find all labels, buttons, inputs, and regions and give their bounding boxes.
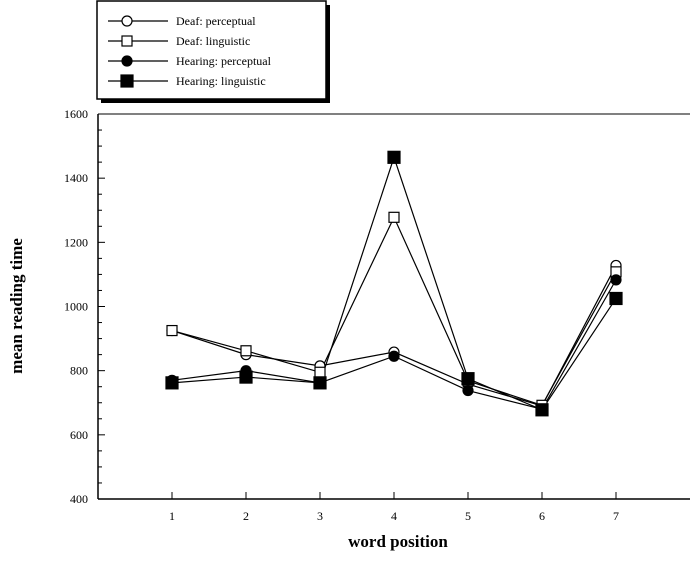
- data-point: [610, 274, 622, 286]
- x-tick-label: 7: [613, 509, 619, 523]
- data-point: [535, 403, 549, 417]
- y-tick-label: 1200: [64, 235, 88, 249]
- x-tick-label: 2: [243, 509, 249, 523]
- data-point: [314, 366, 326, 378]
- legend-label: Hearing: linguistic: [176, 74, 266, 88]
- y-axis-title: mean reading time: [7, 238, 26, 374]
- series-line: [171, 265, 617, 407]
- y-tick-label: 800: [70, 364, 88, 378]
- x-tick-label: 4: [391, 509, 397, 523]
- y-tick-label: 1400: [64, 171, 88, 185]
- axes: 400 600 800 1000 1200 1400 1600 1 2 3 4 5 6 7: [64, 107, 690, 523]
- data-point: [313, 376, 327, 390]
- data-point: [239, 370, 253, 384]
- legend: Deaf: perceptual Deaf: linguistic Hearing:…: [96, 0, 330, 103]
- data-point: [387, 150, 401, 164]
- y-tick-label: 1600: [64, 107, 88, 121]
- x-tick-label: 6: [539, 509, 545, 523]
- x-tick-label: 3: [317, 509, 323, 523]
- series-line: [171, 279, 617, 410]
- x-axis-title: word position: [348, 532, 448, 551]
- y-tick-label: 600: [70, 428, 88, 442]
- legend-marker: [121, 35, 133, 47]
- y-tick-label: 1000: [64, 300, 88, 314]
- data-point: [462, 384, 474, 397]
- data-point: [165, 376, 179, 390]
- legend-label: Deaf: linguistic: [176, 34, 250, 48]
- data-point: [609, 291, 623, 306]
- legend-marker: [120, 74, 134, 88]
- legend-label: Hearing: perceptual: [176, 54, 272, 68]
- data-point: [240, 345, 252, 357]
- legend-marker: [121, 15, 133, 27]
- y-tick-label: 400: [70, 492, 88, 506]
- legend-label: Deaf: perceptual: [176, 14, 256, 28]
- legend-box: [96, 0, 327, 100]
- data-point: [461, 372, 475, 386]
- series-layer: [165, 150, 623, 417]
- x-tick-label: 5: [465, 509, 471, 523]
- data-point: [388, 211, 400, 223]
- data-point: [388, 350, 400, 362]
- x-tick-label: 1: [169, 509, 175, 523]
- data-point: [166, 324, 178, 337]
- legend-marker: [121, 55, 133, 67]
